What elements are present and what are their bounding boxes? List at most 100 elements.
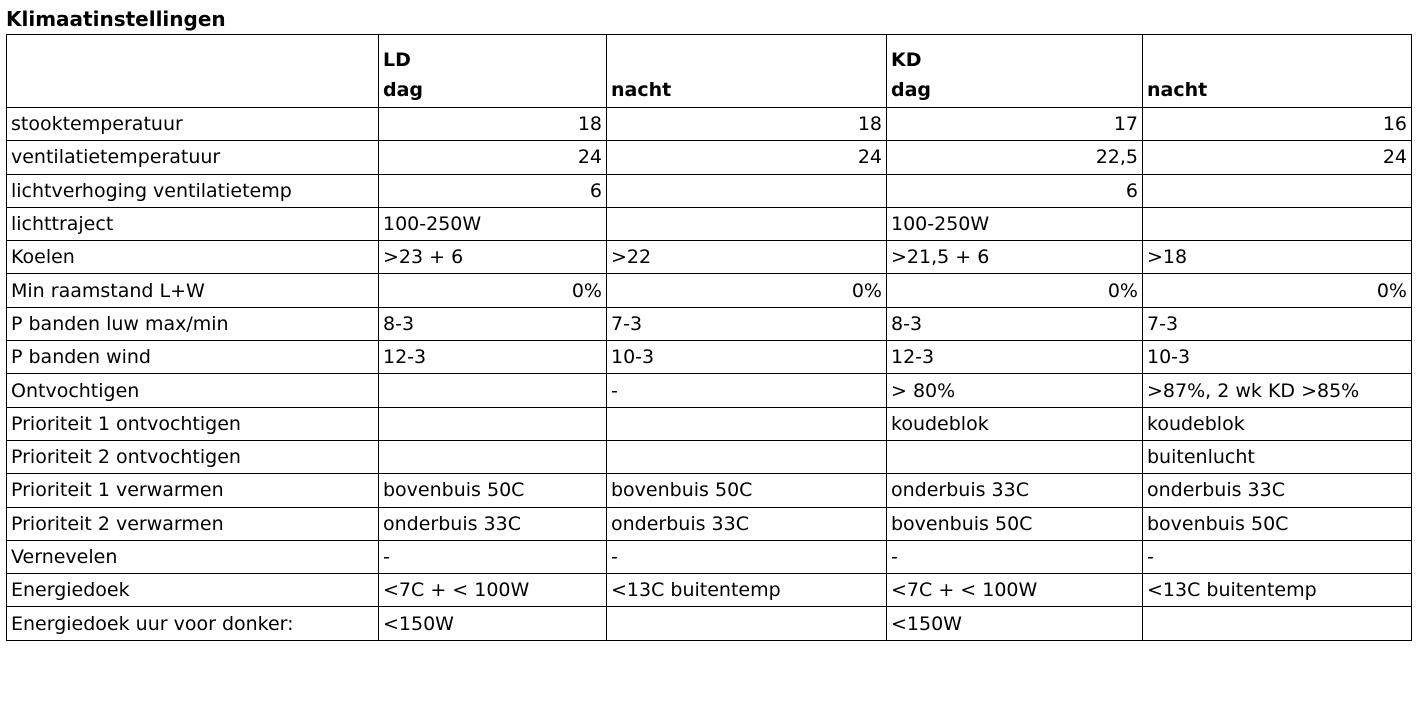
table-cell[interactable]: - <box>606 539 887 575</box>
table-cell[interactable]: 24 <box>606 140 887 175</box>
table-cell[interactable]: 0% <box>886 273 1143 308</box>
table-cell[interactable]: onderbuis 33C <box>606 506 887 541</box>
table-cell[interactable]: 24 <box>378 140 607 175</box>
table-cell[interactable]: 18 <box>378 106 607 142</box>
table-cell[interactable]: - <box>606 373 887 408</box>
table-cell[interactable]: 17 <box>886 106 1143 142</box>
table-cell[interactable]: 10-3 <box>606 340 887 375</box>
header-group-label <box>611 45 882 75</box>
table-row: Prioriteit 1 verwarmen bovenbuis 50C boven… <box>6 473 1412 508</box>
table-cell[interactable]: <7C + < 100W <box>886 573 1143 608</box>
table-cell[interactable]: 16 <box>1142 106 1412 142</box>
table-cell[interactable]: onderbuis 33C <box>378 506 607 541</box>
sheet-title: Klimaatinstellingen <box>6 7 226 31</box>
table-cell[interactable] <box>606 406 887 441</box>
row-label-cell[interactable]: lichtverhoging ventilatietemp <box>6 173 379 208</box>
row-label-cell[interactable]: Prioriteit 1 verwarmen <box>6 473 379 508</box>
header-sub-label: nacht <box>1147 79 1208 101</box>
table-cell[interactable] <box>378 373 607 408</box>
table-cell[interactable]: >22 <box>606 240 887 275</box>
header-cell-ld-dag[interactable]: LD dag <box>378 34 607 108</box>
table-cell[interactable] <box>1142 206 1412 242</box>
table-cell[interactable]: onderbuis 33C <box>1142 473 1412 508</box>
table-cell[interactable]: koudeblok <box>886 406 1143 441</box>
table-cell[interactable]: 100-250W <box>886 206 1143 242</box>
climate-settings-table: LD dag nacht KD dag nacht stooktemperatu… <box>6 34 1412 641</box>
table-cell[interactable]: bovenbuis 50C <box>606 473 887 508</box>
header-group-label <box>1147 45 1407 75</box>
table-cell[interactable]: >21,5 + 6 <box>886 240 1143 275</box>
table-cell[interactable] <box>606 606 887 641</box>
table-cell[interactable]: <150W <box>886 606 1143 641</box>
table-cell[interactable]: onderbuis 33C <box>886 473 1143 508</box>
header-sub-label: dag <box>383 79 424 101</box>
row-label-cell[interactable]: lichttraject <box>6 206 379 242</box>
table-cell[interactable]: <150W <box>378 606 607 641</box>
table-cell[interactable]: bovenbuis 50C <box>378 473 607 508</box>
table-cell[interactable]: 6 <box>886 173 1143 208</box>
row-label-cell[interactable]: P banden wind <box>6 340 379 375</box>
table-row: Koelen >23 + 6 >22 >21,5 + 6 >18 <box>6 240 1412 275</box>
header-sub-label: dag <box>891 79 932 101</box>
table-cell[interactable]: bovenbuis 50C <box>886 506 1143 541</box>
table-cell[interactable]: 18 <box>606 106 887 142</box>
table-cell[interactable]: <13C buitentemp <box>606 573 887 608</box>
row-label-cell[interactable]: Energiedoek uur voor donker: <box>6 606 379 641</box>
table-cell[interactable]: buitenlucht <box>1142 439 1412 475</box>
table-row: Energiedoek <7C + < 100W <13C buitentemp <7… <box>6 573 1412 608</box>
row-label-cell[interactable]: Min raamstand L+W <box>6 273 379 308</box>
table-cell[interactable]: 8-3 <box>378 306 607 342</box>
row-label-cell[interactable]: stooktemperatuur <box>6 106 379 142</box>
table-cell[interactable]: > 80% <box>886 373 1143 408</box>
table-cell[interactable]: bovenbuis 50C <box>1142 506 1412 541</box>
table-cell[interactable] <box>1142 606 1412 641</box>
table-cell[interactable] <box>378 406 607 441</box>
table-cell[interactable]: 10-3 <box>1142 340 1412 375</box>
header-cell-kd-dag[interactable]: KD dag <box>886 34 1143 108</box>
header-group-label: KD <box>891 49 922 71</box>
row-label-cell[interactable]: Ontvochtigen <box>6 373 379 408</box>
row-label-cell[interactable]: Prioriteit 1 ontvochtigen <box>6 406 379 441</box>
table-cell[interactable]: 6 <box>378 173 607 208</box>
table-cell[interactable]: 100-250W <box>378 206 607 242</box>
table-cell[interactable] <box>886 439 1143 475</box>
table-cell[interactable]: - <box>886 539 1143 575</box>
table-cell[interactable] <box>1142 173 1412 208</box>
table-cell[interactable]: >18 <box>1142 240 1412 275</box>
table-cell[interactable]: 7-3 <box>606 306 887 342</box>
row-label-cell[interactable]: Vernevelen <box>6 539 379 575</box>
row-label-cell[interactable]: Koelen <box>6 240 379 275</box>
table-cell[interactable]: - <box>378 539 607 575</box>
table-cell[interactable]: 7-3 <box>1142 306 1412 342</box>
table-cell[interactable] <box>606 173 887 208</box>
table-cell[interactable]: koudeblok <box>1142 406 1412 441</box>
table-cell[interactable]: 22,5 <box>886 140 1143 175</box>
table-row: Ontvochtigen - > 80% >87%, 2 wk KD >85% <box>6 373 1412 408</box>
row-label-cell[interactable]: Energiedoek <box>6 573 379 608</box>
table-cell[interactable]: - <box>1142 539 1412 575</box>
table-cell[interactable]: >87%, 2 wk KD >85% <box>1142 373 1412 408</box>
table-row: Prioriteit 2 verwarmen onderbuis 33C onder… <box>6 506 1412 541</box>
table-cell[interactable]: 0% <box>1142 273 1412 308</box>
table-cell[interactable]: 0% <box>606 273 887 308</box>
row-label-cell[interactable]: Prioriteit 2 verwarmen <box>6 506 379 541</box>
header-cell-ld-nacht[interactable]: nacht <box>606 34 887 108</box>
table-cell[interactable]: 8-3 <box>886 306 1143 342</box>
header-cell-kd-nacht[interactable]: nacht <box>1142 34 1412 108</box>
header-cell-empty[interactable] <box>6 34 379 108</box>
table-cell[interactable]: >23 + 6 <box>378 240 607 275</box>
row-label-cell[interactable]: Prioriteit 2 ontvochtigen <box>6 439 379 475</box>
table-cell[interactable] <box>606 439 887 475</box>
row-label-cell[interactable]: P banden luw max/min <box>6 306 379 342</box>
table-cell[interactable]: 12-3 <box>886 340 1143 375</box>
row-label-cell[interactable]: ventilatietemperatuur <box>6 140 379 175</box>
table-cell[interactable]: 0% <box>378 273 607 308</box>
table-cell[interactable] <box>606 206 887 242</box>
table-cell[interactable]: 12-3 <box>378 340 607 375</box>
table-cell[interactable]: <7C + < 100W <box>378 573 607 608</box>
table-cell[interactable]: <13C buitentemp <box>1142 573 1412 608</box>
header-group-label: LD <box>383 49 411 71</box>
table-row: P banden wind 12-3 10-3 12-3 10-3 <box>6 340 1412 375</box>
table-cell[interactable] <box>378 439 607 475</box>
table-cell[interactable]: 24 <box>1142 140 1412 175</box>
